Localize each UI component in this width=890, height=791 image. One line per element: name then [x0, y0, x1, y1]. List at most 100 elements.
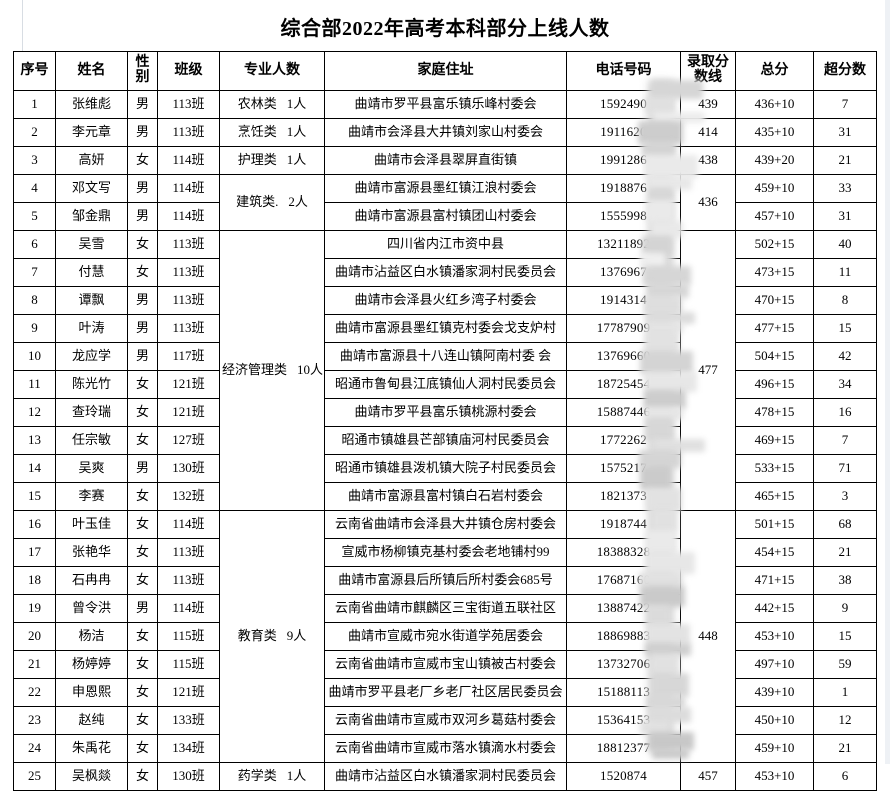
cell-sex: 男	[127, 90, 158, 119]
cell-over: 42	[813, 342, 877, 371]
students-table: 序号 姓名 性别 班级 专业人数 家庭住址 电话号码 录取分数线 总分 超分数 …	[13, 51, 877, 791]
cell-address: 曲靖市富源县墨红镇江浪村委会	[324, 174, 567, 203]
table-row: 21 杨婷婷女 115班 云南省曲靖市宣威市宝山镇被古村委会 13732706 497+1…	[13, 650, 877, 679]
cell-sex: 女	[127, 398, 158, 427]
cell-class: 132班	[157, 482, 220, 511]
table-row: 11 陈光竹女 121班 昭通市鲁甸县江底镇仙人洞村民委员会 18725454 496+1…	[13, 370, 877, 399]
cell-over: 21	[813, 734, 877, 763]
cell-name: 邹金鼎	[55, 202, 128, 231]
cell-name: 申恩熙	[55, 678, 128, 707]
table-row: 25 吴枫燚女 130班 药学类 1人 曲靖市沾益区白水镇潘家洞村民委员会 1520874 4…	[13, 762, 877, 791]
cell-seq: 7	[13, 258, 56, 287]
cell-over: 68	[813, 510, 877, 539]
cell-name: 陈光竹	[55, 370, 128, 399]
col-header-total: 总分	[735, 51, 814, 91]
col-header-score-line: 录取分数线	[680, 51, 736, 91]
major-name: 教育类	[237, 628, 277, 644]
major-name: 农林类	[237, 96, 277, 112]
cell-seq: 14	[13, 454, 56, 483]
cell-class: 113班	[157, 118, 220, 147]
cell-sex: 女	[127, 622, 158, 651]
cell-seq: 23	[13, 706, 56, 735]
cell-seq: 19	[13, 594, 56, 623]
table-row: 7 付慧女 113班 曲靖市沾益区白水镇潘家洞村民委员会 1376967 473+15 11	[13, 258, 877, 287]
page-title: 综合部2022年高考本科部分上线人数	[280, 18, 610, 40]
cell-address: 曲靖市罗平县富乐镇桃源村委会	[324, 398, 567, 427]
cell-address: 曲靖市富源县后所镇后所村委会685号	[324, 566, 567, 595]
cell-address: 云南省曲靖市麒麟区三宝街道五联社区	[324, 594, 567, 623]
table-row: 24 朱禹花女 134班 云南省曲靖市宣威市落水镇滴水村委会 18812377 459+1…	[13, 734, 877, 763]
cell-major: 农林类 1人	[219, 90, 325, 119]
cell-name: 任宗敏	[55, 426, 128, 455]
cell-sex: 男	[127, 118, 158, 147]
cell-over: 21	[813, 538, 877, 567]
table-row: 15 李赛女 132班 曲靖市富源县富村镇白石岩村委会 1821373 465+15 3	[13, 482, 877, 511]
cell-seq: 25	[13, 762, 56, 791]
cell-total: 533+15	[735, 454, 814, 483]
cell-class: 114班	[157, 594, 220, 623]
cell-class: 113班	[157, 90, 220, 119]
cell-over: 38	[813, 566, 877, 595]
cell-major: 烹饪类 1人	[219, 118, 325, 147]
cell-phone: 18869883	[566, 622, 681, 651]
cell-total: 497+10	[735, 650, 814, 679]
cell-sex: 女	[127, 426, 158, 455]
table-row: 2 李元章男 113班 烹饪类 1人 曲靖市会泽县大井镇刘家山村委会 1911620 414 4…	[13, 118, 877, 147]
cell-address: 四川省内江市资中县	[324, 230, 567, 259]
table-header: 序号 姓名 性别 班级 专业人数 家庭住址 电话号码 录取分数线 总分 超分数	[13, 51, 877, 91]
cell-class: 115班	[157, 650, 220, 679]
cell-phone: 1911620	[566, 118, 681, 147]
cell-address: 曲靖市会泽县火红乡湾子村委会	[324, 286, 567, 315]
cell-phone: 1520874	[566, 762, 681, 791]
major-name: 护理类	[237, 152, 277, 168]
cell-score-line: 457	[680, 762, 736, 791]
cell-phone: 18388328	[566, 538, 681, 567]
cell-phone: 15188113	[566, 678, 681, 707]
cell-total: 501+15	[735, 510, 814, 539]
major-count: 1人	[286, 124, 307, 140]
cell-address: 曲靖市沾益区白水镇潘家洞村民委员会	[324, 762, 567, 791]
cell-name: 曾令洪	[55, 594, 128, 623]
cell-phone: 17687160	[566, 566, 681, 595]
table-row: 8 谭飘男 113班 曲靖市会泽县火红乡湾子村委会 1914314 470+15 8	[13, 286, 877, 315]
cell-seq: 15	[13, 482, 56, 511]
cell-over: 12	[813, 706, 877, 735]
cell-seq: 12	[13, 398, 56, 427]
cell-seq: 10	[13, 342, 56, 371]
cell-over: 31	[813, 202, 877, 231]
cell-name: 谭飘	[55, 286, 128, 315]
cell-class: 113班	[157, 258, 220, 287]
major-count: 10人	[297, 362, 324, 378]
cell-sex: 女	[127, 566, 158, 595]
table-row: 16 叶玉佳女 114班 教育类 9人 云南省曲靖市会泽县大井镇仓房村委会 1918744 4…	[13, 510, 877, 763]
cell-seq: 11	[13, 370, 56, 399]
cell-name: 张维彪	[55, 90, 128, 119]
cell-total: 454+15	[735, 538, 814, 567]
table-row: 22 申恩熙女 121班 曲靖市罗平县老厂乡老厂社区居民委员会 15188113 439+…	[13, 678, 877, 707]
cell-seq: 9	[13, 314, 56, 343]
cell-total: 436+10	[735, 90, 814, 119]
cell-score-line: 439	[680, 90, 736, 119]
cell-seq: 1	[13, 90, 56, 119]
col-header-address: 家庭住址	[324, 51, 567, 91]
cell-phone: 18725454	[566, 370, 681, 399]
cell-phone: 1575217	[566, 454, 681, 483]
col-header-major: 专业人数	[219, 51, 325, 91]
cell-total: 459+10	[735, 174, 814, 203]
cell-address: 曲靖市会泽县大井镇刘家山村委会	[324, 118, 567, 147]
cell-class: 121班	[157, 678, 220, 707]
cell-address: 曲靖市沾益区白水镇潘家洞村民委员会	[324, 258, 567, 287]
cell-sex: 男	[127, 286, 158, 315]
col-header-seq: 序号	[13, 51, 56, 91]
cell-address: 云南省曲靖市会泽县大井镇仓房村委会	[324, 510, 567, 539]
cell-sex: 女	[127, 370, 158, 399]
cell-score-line: 436	[680, 174, 736, 231]
cell-phone: 15364153	[566, 706, 681, 735]
major-count: 1人	[286, 96, 307, 112]
cell-class: 114班	[157, 146, 220, 175]
cell-over: 21	[813, 146, 877, 175]
cell-score-line: 438	[680, 146, 736, 175]
cell-seq: 4	[13, 174, 56, 203]
table-body: 1 张维彪男 113班 农林类 1人 曲靖市罗平县富乐镇乐峰村委会 1592490 439 43…	[13, 90, 877, 791]
cell-total: 502+15	[735, 230, 814, 259]
